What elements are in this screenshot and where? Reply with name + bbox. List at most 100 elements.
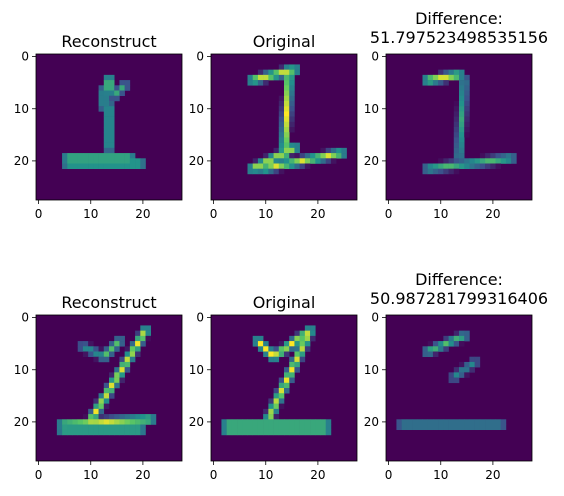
x-tick-label: 0 bbox=[210, 207, 218, 221]
heatmap-cell bbox=[299, 163, 306, 170]
x-tick-label: 0 bbox=[35, 468, 43, 482]
heatmap-cell bbox=[56, 419, 63, 425]
heatmap-cell bbox=[273, 147, 280, 154]
heatmap-cell bbox=[129, 163, 136, 170]
heatmap-cell bbox=[443, 419, 449, 425]
heatmap-cell bbox=[268, 69, 274, 76]
heatmap-cell bbox=[114, 341, 120, 347]
heatmap-cell bbox=[453, 127, 460, 133]
heatmap-cell bbox=[289, 64, 295, 70]
heatmap-cell bbox=[93, 163, 99, 170]
heatmap-cell bbox=[263, 163, 269, 170]
heatmap-cell bbox=[114, 377, 120, 384]
heatmap-cell bbox=[299, 429, 306, 436]
y-tick-label: 0 bbox=[196, 50, 204, 64]
heatmap-cell bbox=[464, 74, 470, 81]
subplot-title: Original bbox=[253, 293, 316, 312]
heatmap-cell bbox=[278, 341, 285, 347]
heatmap-cell bbox=[495, 163, 502, 170]
heatmap-cell bbox=[109, 414, 115, 420]
heatmap-cell bbox=[459, 74, 465, 81]
heatmap-cell bbox=[62, 424, 68, 431]
heatmap-cell bbox=[263, 346, 269, 352]
x-tick-label: 0 bbox=[210, 468, 218, 482]
heatmap-cell bbox=[278, 64, 285, 70]
heatmap-cell bbox=[77, 346, 84, 352]
y-tick-label: 20 bbox=[189, 154, 204, 168]
heatmap-cell bbox=[289, 142, 295, 149]
heatmap-cell bbox=[93, 424, 99, 431]
heatmap-cell bbox=[145, 419, 152, 425]
heatmap-cell bbox=[263, 429, 269, 436]
heatmap-cell bbox=[304, 419, 311, 425]
heatmap-cell bbox=[448, 377, 455, 384]
heatmap-cell bbox=[459, 158, 465, 164]
heatmap-cell bbox=[278, 121, 285, 128]
heatmap-cell bbox=[273, 153, 280, 159]
heatmap-cell bbox=[109, 127, 115, 133]
heatmap-cell bbox=[135, 424, 141, 431]
heatmap-cell bbox=[490, 158, 496, 164]
heatmap-cell bbox=[500, 158, 507, 164]
heatmap-cell bbox=[427, 341, 434, 347]
heatmap-cell bbox=[448, 424, 455, 431]
subplot-title-line: 50.987281799316406 bbox=[370, 289, 548, 308]
subplot-3: 0 0 10 10 20 20 Difference:51.797523498535156 bbox=[364, 9, 548, 221]
heatmap-cell bbox=[140, 424, 146, 431]
heatmap-cell bbox=[469, 356, 475, 363]
heatmap-cell bbox=[310, 335, 316, 342]
heatmap-cell bbox=[98, 408, 105, 415]
heatmap-cell bbox=[124, 419, 131, 425]
heatmap-cell bbox=[268, 419, 274, 425]
x-tick-label: 20 bbox=[310, 468, 325, 482]
heatmap-cell bbox=[103, 158, 110, 164]
heatmap-cell bbox=[119, 153, 125, 159]
heatmap-cell bbox=[289, 158, 295, 164]
heatmap-cell bbox=[453, 147, 460, 154]
heatmap-cell bbox=[438, 74, 444, 81]
heatmap-cell bbox=[98, 153, 105, 159]
heatmap-cell bbox=[284, 132, 290, 138]
heatmap-cell bbox=[257, 168, 264, 175]
heatmap-cell bbox=[103, 393, 110, 399]
heatmap-cell bbox=[129, 424, 136, 431]
heatmap-cell bbox=[294, 163, 300, 170]
heatmap-cell bbox=[103, 414, 110, 420]
y-tick-label: 10 bbox=[189, 363, 204, 377]
axes-frame bbox=[385, 314, 533, 462]
heatmap-cell bbox=[464, 335, 470, 342]
heatmap-cell bbox=[443, 74, 449, 81]
heatmap-cell bbox=[263, 424, 269, 431]
heatmap-cell bbox=[273, 168, 280, 175]
heatmap-cell bbox=[124, 163, 131, 170]
heatmap-cell bbox=[289, 95, 295, 102]
heatmap-cell bbox=[284, 163, 290, 170]
heatmap-cell bbox=[98, 356, 105, 363]
heatmap-cell bbox=[315, 419, 321, 425]
heatmap-cell bbox=[289, 90, 295, 97]
heatmap-cell bbox=[103, 137, 110, 143]
heatmap-cell bbox=[448, 168, 455, 175]
heatmap-cell bbox=[278, 377, 285, 384]
heatmap-cell bbox=[505, 153, 512, 159]
heatmap-cell bbox=[88, 158, 94, 164]
heatmap-cell bbox=[432, 168, 439, 175]
heatmap-cell bbox=[289, 80, 295, 86]
heatmap-cell bbox=[284, 106, 290, 112]
heatmap-cell bbox=[464, 80, 470, 86]
heatmap-cell bbox=[278, 106, 285, 112]
heatmap-cell bbox=[150, 419, 157, 425]
heatmap-cell bbox=[459, 419, 465, 425]
subplot-title-line: Difference: bbox=[415, 270, 503, 289]
heatmap-cell bbox=[299, 419, 306, 425]
heatmap-cell bbox=[453, 168, 460, 175]
heatmap-cell bbox=[459, 335, 465, 342]
heatmap-cell bbox=[140, 429, 146, 436]
heatmap-cell bbox=[289, 341, 295, 347]
heatmap-cell bbox=[135, 330, 141, 337]
heatmap-cell bbox=[103, 100, 110, 107]
heatmap-cell bbox=[145, 325, 152, 331]
heatmap-cell bbox=[432, 74, 439, 81]
heatmap-cell bbox=[294, 367, 300, 373]
heatmap-cell bbox=[284, 137, 290, 143]
